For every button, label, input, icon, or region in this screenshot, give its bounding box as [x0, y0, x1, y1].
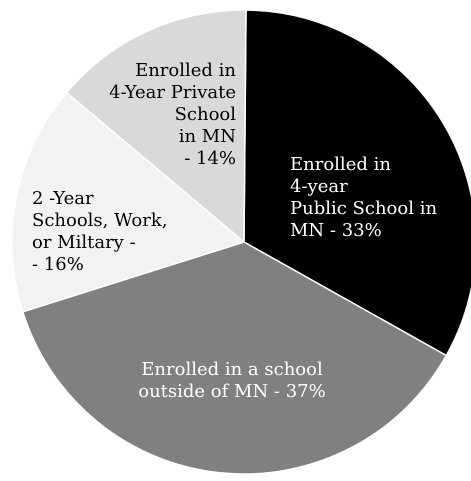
- slice-label-line: or Miltary -: [32, 232, 136, 253]
- slice-label-2: Enrolled in a school outside of MN - 37%: [138, 359, 326, 402]
- pie-slice-1: [243, 9, 471, 357]
- slice-label-line: Enrolled in: [290, 154, 391, 175]
- slice-label-line: - 16%: [32, 254, 84, 275]
- slice-label-line: Public School in: [290, 198, 437, 219]
- slice-label-line: Enrolled in a school: [141, 359, 323, 380]
- slice-label-4: Enrolled in 4-Year Private School in MN - 14…: [109, 60, 236, 169]
- pie-slice-2: [21, 241, 448, 475]
- slice-label-line: 2 -Year: [32, 188, 94, 209]
- slice-label-line: in MN: [179, 126, 236, 147]
- pie-slices: [11, 9, 471, 475]
- pie-slice-3: [11, 91, 246, 313]
- slice-label-line: MN - 33%: [290, 220, 382, 241]
- pie-slice-4: [65, 9, 247, 244]
- slice-label-line: 4-Year Private: [109, 82, 236, 103]
- slice-label-line: 4-year: [290, 176, 348, 197]
- slice-label-1: Enrolled in 4-year Public School in MN - 33…: [290, 154, 437, 241]
- slice-label-line: Enrolled in: [135, 60, 236, 81]
- slice-label-line: - 14%: [184, 148, 236, 169]
- slice-label-3: 2 -Year Schools, Work, or Miltary -- 16%: [32, 188, 167, 275]
- slice-label-line: outside of MN - 37%: [138, 381, 326, 402]
- slice-label-line: Schools, Work,: [32, 210, 167, 231]
- pie-labels: Enrolled in 4-year Public School in MN - 33…: [32, 60, 437, 402]
- slice-label-line: School: [175, 104, 237, 125]
